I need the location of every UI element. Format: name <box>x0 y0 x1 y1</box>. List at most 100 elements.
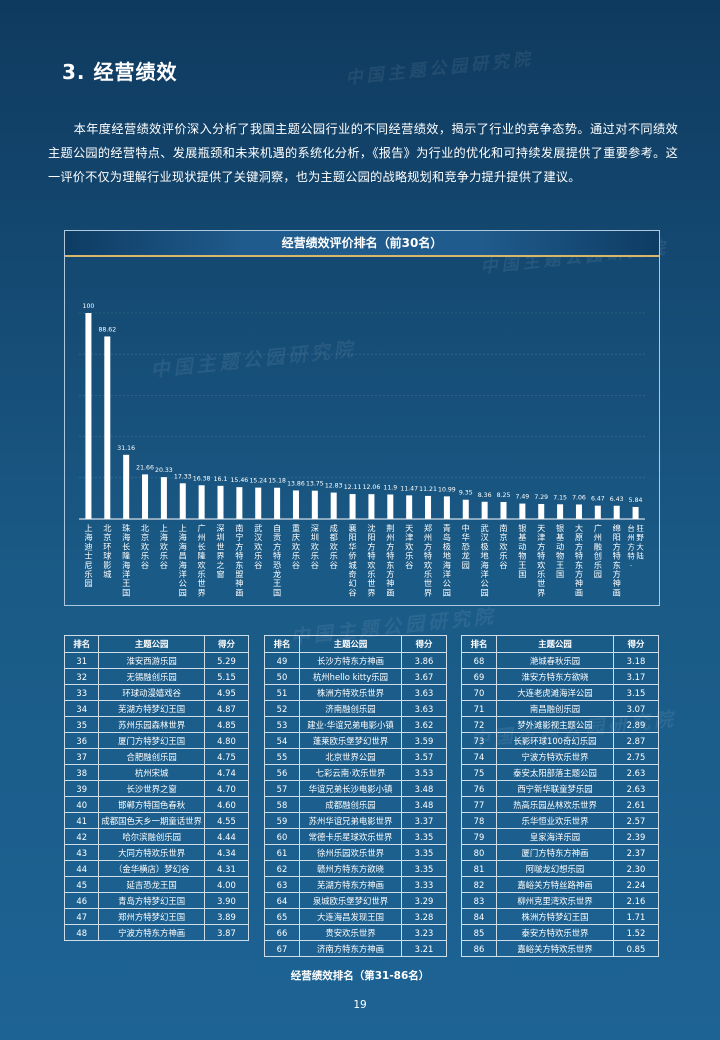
category-label: 重庆欢乐谷 <box>292 523 300 570</box>
table-row: 50 杭州hello kitty乐园 3.67 <box>264 668 447 685</box>
cell-score: 3.90 <box>203 892 250 909</box>
cell-park: 无锡融创乐园 <box>98 668 205 685</box>
table-row: 56 七彩云南·欢乐世界 3.53 <box>264 764 447 781</box>
bar-value-label: 5.84 <box>629 497 643 504</box>
bar <box>236 487 243 519</box>
table-row: 60 常德卡乐星球欢乐世界 3.35 <box>264 828 447 845</box>
cell-park: 七彩云南·欢乐世界 <box>299 764 402 781</box>
cell-park: 蓬莱欧乐堡梦幻世界 <box>299 732 402 749</box>
cell-park: 热高乐园丛林欢乐世界 <box>496 796 614 813</box>
cell-park: 北京世界公园 <box>299 748 402 765</box>
table-row: 85 泰安方特欢乐世界 1.52 <box>461 924 659 941</box>
page-number: 19 <box>353 999 367 1011</box>
cell-park: 阿啵龙幻想乐园 <box>496 860 614 877</box>
header-park: 主题公园 <box>98 635 205 653</box>
cell-score: 3.29 <box>401 892 447 909</box>
table-row: 51 株洲方特欢乐世界 3.63 <box>264 684 447 701</box>
cell-park: 青岛方特梦幻王国 <box>98 892 205 909</box>
table-row: 64 泉城欧乐堡梦幻世界 3.29 <box>264 892 447 909</box>
cell-score: 2.63 <box>613 764 659 781</box>
bar-value-label: 13.86 <box>287 480 305 487</box>
category-label: 绵阳方特东方神画 <box>613 523 621 597</box>
bar <box>123 454 130 519</box>
header-park: 主题公园 <box>299 635 402 653</box>
bar-value-label: 8.36 <box>478 492 492 499</box>
table-row: 52 济南融创乐园 3.63 <box>264 700 447 717</box>
cell-score: 4.34 <box>203 844 250 861</box>
bar <box>142 474 149 519</box>
cell-park: 西宁新华联童梦乐园 <box>496 780 614 797</box>
cell-score: 4.74 <box>203 764 250 781</box>
bar <box>198 485 205 519</box>
category-label: 成都欢乐谷 <box>330 523 338 570</box>
cell-rank: 77 <box>461 796 497 813</box>
cell-score: 4.00 <box>203 876 250 893</box>
category-label: 北京欢乐谷 <box>141 523 149 570</box>
table-header-row: 排名 主题公园 得分 <box>461 635 659 653</box>
cell-park: 宁波方特东方神画 <box>98 924 205 941</box>
cell-rank: 74 <box>461 748 497 765</box>
bar <box>481 501 488 519</box>
cell-score: 2.75 <box>613 748 659 765</box>
bar-value-label: 31.16 <box>117 445 135 452</box>
cell-rank: 64 <box>264 892 300 909</box>
cell-park: 大同方特欢乐世界 <box>98 844 205 861</box>
bar <box>557 504 564 519</box>
cell-rank: 75 <box>461 764 497 781</box>
bar-value-label: 12.11 <box>344 484 362 491</box>
cell-rank: 52 <box>264 700 300 717</box>
bar <box>443 496 450 519</box>
cell-park: 柳州克里湾欢乐世界 <box>496 892 614 909</box>
cell-rank: 34 <box>63 700 100 717</box>
cell-rank: 73 <box>461 732 497 749</box>
cell-park: 大连海昌发现王国 <box>299 908 402 925</box>
cell-score: 0.85 <box>613 940 659 957</box>
cell-park: 芜湖方特梦幻王国 <box>98 700 205 717</box>
header-score: 得分 <box>401 635 447 653</box>
cell-park: 泰安方特欢乐世界 <box>496 924 614 941</box>
cell-rank: 82 <box>461 876 497 893</box>
cell-park: 淮安方特东方欲晓 <box>496 668 614 685</box>
table-row: 42 哈尔滨融创乐园 4.44 <box>63 828 250 845</box>
cell-park: 株洲方特欢乐世界 <box>299 684 402 701</box>
bar <box>462 499 469 519</box>
bar <box>349 494 356 519</box>
bar-value-label: 13.75 <box>306 481 324 488</box>
cell-rank: 72 <box>461 716 497 733</box>
table-row: 57 华谊兄弟长沙电影小镇 3.48 <box>264 780 447 797</box>
table-row: 44 （金华横店）梦幻谷 4.31 <box>63 860 250 877</box>
cell-rank: 70 <box>461 684 497 701</box>
table-row: 59 苏州华谊兄弟电影世界 3.37 <box>264 812 447 829</box>
bar-value-label: 12.06 <box>363 484 381 491</box>
bar-value-label: 7.15 <box>553 494 567 501</box>
cell-park: 皇家海洋乐园 <box>496 828 614 845</box>
category-label: 珠海长隆海洋王国 <box>122 523 131 597</box>
table-row: 62 赣州方特东方欲晓 3.35 <box>264 860 447 877</box>
bar-value-label: 6.47 <box>591 496 605 503</box>
cell-rank: 57 <box>264 780 300 797</box>
cell-rank: 40 <box>63 796 100 813</box>
cell-park: 郑州方特梦幻王国 <box>98 908 205 925</box>
cell-score: 2.24 <box>613 876 659 893</box>
bar <box>311 490 318 519</box>
cell-score: 3.53 <box>401 764 447 781</box>
table-row: 84 株洲方特梦幻王国 1.71 <box>461 908 659 925</box>
table-row: 34 芜湖方特梦幻王国 4.87 <box>63 700 250 717</box>
cell-park: 赣州方特东方欲晓 <box>299 860 402 877</box>
cell-score: 2.57 <box>613 812 659 829</box>
table-row: 68 滟城春秋乐园 3.18 <box>461 652 659 669</box>
cell-rank: 43 <box>63 844 100 861</box>
cell-park: 杭州hello kitty乐园 <box>299 668 402 685</box>
cell-park: 华谊兄弟长沙电影小镇 <box>299 780 402 797</box>
cell-park: 长沙世界之窗 <box>98 780 205 797</box>
bar-value-label: 15.24 <box>249 478 267 485</box>
table-row: 58 成都融创乐园 3.48 <box>264 796 447 813</box>
table-row: 32 无锡融创乐园 5.15 <box>63 668 250 685</box>
cell-score: 3.37 <box>401 812 447 829</box>
cell-score: 5.29 <box>203 652 250 669</box>
cell-rank: 31 <box>63 652 100 669</box>
cell-score: 4.31 <box>203 860 250 877</box>
bar-value-label: 88.62 <box>98 326 116 333</box>
cell-park: 环球动漫嬉戏谷 <box>98 684 205 701</box>
cell-score: 3.86 <box>401 652 447 669</box>
